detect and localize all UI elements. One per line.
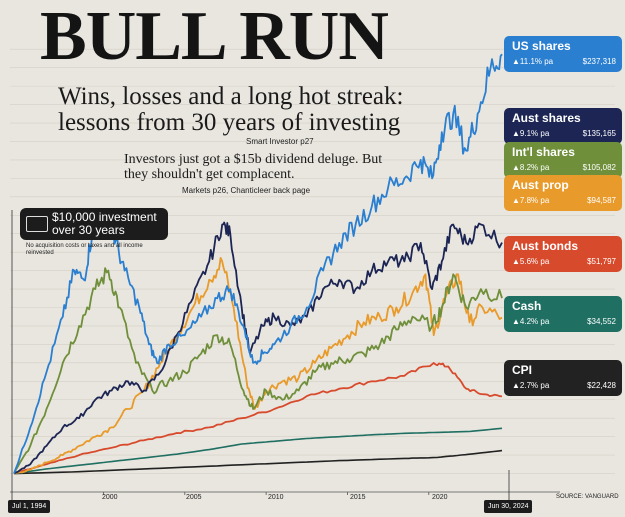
series-box-cash: Cash ▲4.2% pa $34,552 xyxy=(504,296,622,332)
series-name: Aust shares xyxy=(512,111,581,125)
series-line-int-l-shares xyxy=(13,267,503,474)
series-box-aust-shares: Aust shares ▲9.1% pa $135,165 xyxy=(504,108,622,144)
series-name: Aust bonds xyxy=(512,239,578,253)
headline: BULL RUN xyxy=(40,0,389,75)
series-value: $237,318 xyxy=(582,57,616,66)
series-value: $34,552 xyxy=(587,317,616,326)
series-box-aust-bonds: Aust bonds ▲5.6% pa $51,797 xyxy=(504,236,622,272)
series-line-aust-shares xyxy=(13,221,503,475)
start-date-label: Jul 1, 1994 xyxy=(8,500,51,513)
source-credit: SOURCE: VANGUARD xyxy=(556,494,619,500)
series-name: CPI xyxy=(512,363,533,377)
x-tick-label: 2020 xyxy=(432,494,448,501)
series-name: Cash xyxy=(512,299,542,313)
x-tick-label: 2015 xyxy=(350,494,366,501)
series-line-cpi xyxy=(13,449,503,475)
x-tick-label: 2000 xyxy=(102,494,118,501)
series-rate: ▲5.6% pa xyxy=(512,257,550,266)
smart-investor-ref: Smart Investor p27 xyxy=(246,137,314,146)
markets-ref: Markets p26, Chanticleer back page xyxy=(182,186,311,195)
series-value: $22,428 xyxy=(587,381,616,390)
methodology-note: No acquisition costs or taxes and all in… xyxy=(26,243,143,256)
series-box-cpi: CPI ▲2.7% pa $22,428 xyxy=(504,360,622,396)
series-value: $105,082 xyxy=(582,163,616,172)
end-date-label: Jun 30, 2024 xyxy=(484,500,533,513)
series-name: US shares xyxy=(512,39,571,53)
callout-line2: over 30 years xyxy=(52,223,125,237)
x-tick-label: 2005 xyxy=(186,494,202,501)
subhead: Wins, losses and a long hot streak: less… xyxy=(58,83,404,136)
series-value: $94,587 xyxy=(587,196,616,205)
series-rate: ▲9.1% pa xyxy=(512,129,550,138)
series-box-int-l-shares: Int'l shares ▲8.2% pa $105,082 xyxy=(504,142,622,178)
series-value: $51,797 xyxy=(587,257,616,266)
series-rate: ▲4.2% pa xyxy=(512,317,550,326)
series-line-aust-bonds xyxy=(13,361,503,475)
series-rate: ▲7.8% pa xyxy=(512,196,550,205)
series-rate: ▲8.2% pa xyxy=(512,163,550,172)
series-name: Aust prop xyxy=(512,178,569,192)
cash-note-icon xyxy=(26,216,48,232)
series-rate: ▲11.1% pa xyxy=(512,57,554,66)
series-rate: ▲2.7% pa xyxy=(512,381,550,390)
series-line-cash xyxy=(13,427,503,475)
dek: Investors just got a $15b dividend delug… xyxy=(124,152,383,182)
series-value: $135,165 xyxy=(582,129,616,138)
investment-callout: $10,000 investment over 30 years xyxy=(20,208,168,240)
series-name: Int'l shares xyxy=(512,145,575,159)
series-box-us-shares: US shares ▲11.1% pa $237,318 xyxy=(504,36,622,72)
callout-line1: $10,000 investment xyxy=(52,210,157,224)
x-tick-label: 2010 xyxy=(268,494,284,501)
series-box-aust-prop: Aust prop ▲7.8% pa $94,587 xyxy=(504,175,622,211)
x-axis xyxy=(10,210,560,500)
